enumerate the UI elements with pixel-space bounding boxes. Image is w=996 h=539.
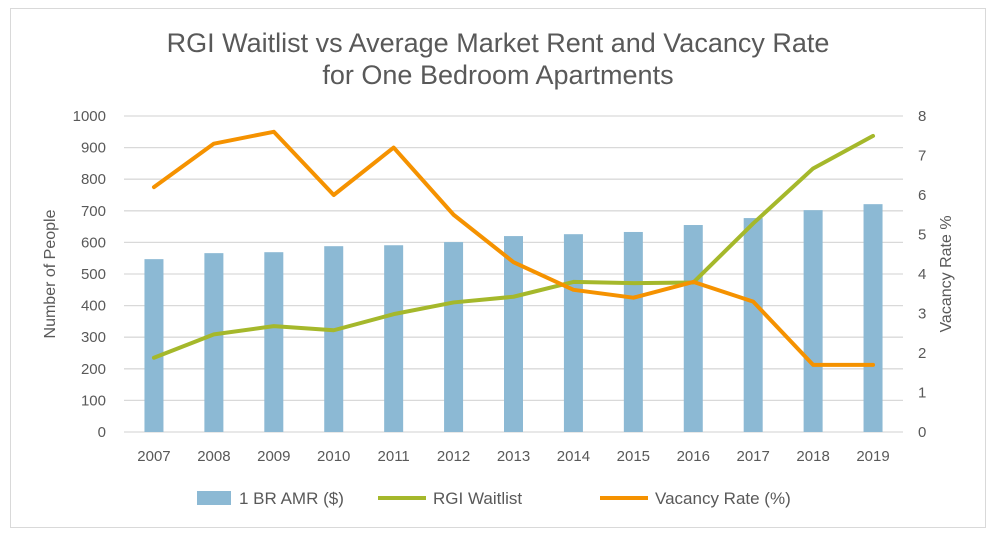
y-tick-label: 300 [81, 329, 106, 346]
x-tick-label: 2007 [137, 448, 170, 465]
bar-amr [563, 234, 583, 432]
y-tick-label: 700 [81, 203, 106, 220]
x-tick-label: 2010 [317, 448, 350, 465]
y2-tick-label: 4 [918, 266, 926, 283]
x-tick-label: 2012 [437, 448, 470, 465]
x-tick-label: 2009 [257, 448, 290, 465]
y-tick-label: 800 [81, 171, 106, 188]
bar-amr [444, 242, 464, 432]
bar-amr [803, 210, 823, 432]
x-tick-label: 2017 [737, 448, 770, 465]
bar-amr [264, 252, 284, 432]
bar-amr [863, 204, 883, 432]
bar-amr [384, 245, 404, 432]
legend-label: 1 BR AMR ($) [239, 489, 344, 508]
bar-amr [683, 225, 703, 432]
y-tick-label: 600 [81, 234, 106, 251]
y2-tick-label: 6 [918, 187, 926, 204]
y-tick-label: 200 [81, 361, 106, 378]
bar-amr [504, 236, 523, 432]
bar-amr [623, 231, 643, 432]
x-tick-label: 2014 [557, 448, 590, 465]
x-tick-label: 2008 [197, 448, 230, 465]
chart-title-line-1: RGI Waitlist vs Average Market Rent and … [167, 28, 830, 58]
y2-tick-label: 5 [918, 227, 926, 244]
y2-tick-label: 2 [918, 345, 926, 362]
x-tick-label: 2015 [617, 448, 650, 465]
line-vacancy-rate- [151, 129, 876, 367]
y2-tick-label: 0 [918, 424, 926, 441]
legend-swatch-bar [197, 491, 231, 505]
x-tick-label: 2016 [677, 448, 710, 465]
y-tick-label: 100 [81, 392, 106, 409]
y-tick-label: 0 [98, 424, 106, 441]
y2-tick-label: 3 [918, 306, 926, 323]
x-tick-label: 2018 [796, 448, 829, 465]
y2-tick-label: 1 [918, 385, 926, 402]
legend-label: RGI Waitlist [433, 489, 522, 508]
y2-tick-label: 8 [918, 108, 926, 125]
y-tick-label: 400 [81, 298, 106, 315]
bar-amr [324, 246, 344, 432]
x-tick-label: 2011 [378, 448, 410, 465]
y-axis-label: Number of People [42, 209, 59, 338]
legend-label: Vacancy Rate (%) [655, 489, 791, 508]
y2-tick-label: 7 [918, 148, 926, 165]
y2-axis-label: Vacancy Rate % [938, 215, 955, 332]
bar-amr [204, 253, 224, 432]
y-tick-label: 1000 [73, 108, 106, 125]
x-tick-label: 2013 [497, 448, 530, 465]
bar-amr [743, 218, 763, 432]
bar-amr [144, 259, 164, 432]
line-rgi-waitlist [151, 133, 876, 360]
y-tick-label: 900 [81, 140, 106, 157]
x-tick-label: 2019 [856, 448, 889, 465]
chart-frame [10, 8, 986, 528]
chart-title-line-2: for One Bedroom Apartments [322, 60, 673, 90]
y-tick-label: 500 [81, 266, 106, 283]
